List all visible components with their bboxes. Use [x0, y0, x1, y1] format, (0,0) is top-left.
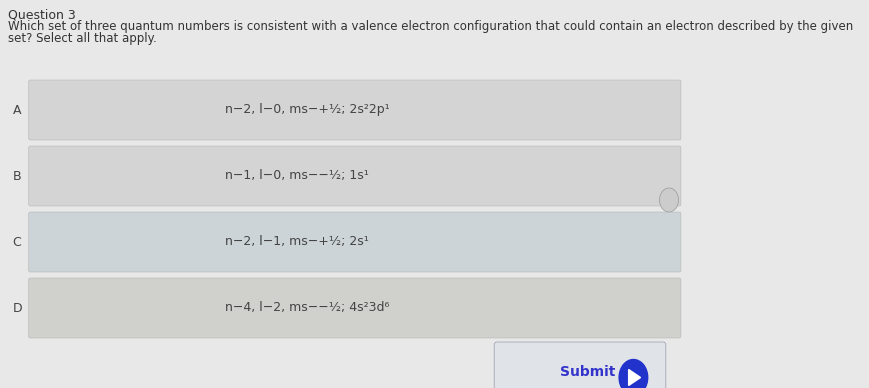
Text: Submit: Submit [560, 365, 614, 379]
Circle shape [659, 188, 678, 212]
Text: B: B [13, 170, 22, 182]
FancyBboxPatch shape [29, 80, 680, 140]
FancyBboxPatch shape [29, 146, 680, 206]
Text: A: A [13, 104, 21, 116]
FancyBboxPatch shape [494, 342, 665, 388]
Polygon shape [628, 369, 640, 386]
Text: Which set of three quantum numbers is consistent with a valence electron configu: Which set of three quantum numbers is co… [8, 20, 852, 33]
Text: n−2, l−0, ms−+½; 2s²2p¹: n−2, l−0, ms−+½; 2s²2p¹ [225, 104, 389, 116]
Text: n−1, l−0, ms−−½; 1s¹: n−1, l−0, ms−−½; 1s¹ [225, 170, 368, 182]
FancyBboxPatch shape [29, 278, 680, 338]
Circle shape [619, 360, 647, 388]
Text: D: D [13, 301, 23, 315]
Text: set? Select all that apply.: set? Select all that apply. [8, 32, 156, 45]
Text: n−2, l−1, ms−+½; 2s¹: n−2, l−1, ms−+½; 2s¹ [225, 236, 368, 248]
Text: n−4, l−2, ms−−½; 4s²3d⁶: n−4, l−2, ms−−½; 4s²3d⁶ [225, 301, 388, 315]
Text: C: C [13, 236, 22, 248]
Text: Question 3: Question 3 [8, 8, 76, 21]
FancyBboxPatch shape [29, 212, 680, 272]
